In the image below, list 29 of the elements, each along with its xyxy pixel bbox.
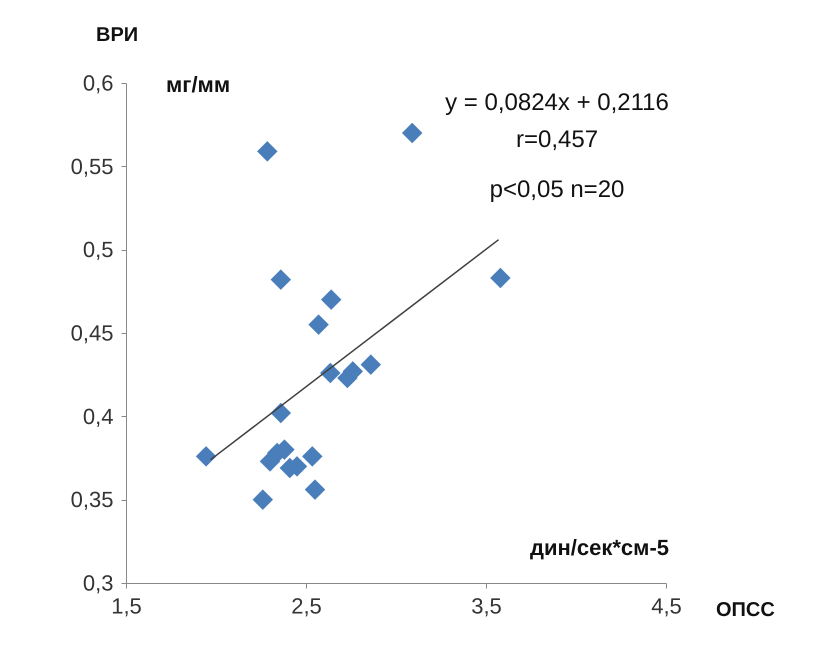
- y-tick-label: 0,45: [70, 320, 114, 346]
- point: [270, 269, 292, 290]
- x-tick-label: 1,5: [111, 594, 142, 618]
- annotation: y = 0,0824x + 0,2116: [445, 89, 669, 116]
- point: [304, 479, 326, 500]
- y-tick-label: 0,4: [82, 404, 114, 429]
- y-tick-label: 0,55: [70, 154, 114, 179]
- point: [402, 122, 422, 144]
- x-tick-label: 4,5: [651, 594, 682, 618]
- x-tick-label: 2,5: [291, 594, 322, 618]
- y-tick-label: 0,5: [82, 237, 114, 262]
- y-tick-label: 0,6: [82, 70, 114, 96]
- point: [196, 446, 216, 467]
- point: [257, 141, 278, 162]
- point: [308, 314, 329, 335]
- x-tick-label: 3,5: [471, 594, 502, 618]
- y-tick-label: 0,3: [82, 570, 114, 596]
- annotation: дин/сек*см-5: [530, 535, 670, 560]
- point: [490, 268, 511, 288]
- y-tick-label: 0,35: [70, 487, 114, 512]
- point: [360, 354, 382, 375]
- annotation: p<0,05 n=20: [490, 176, 624, 203]
- x-axis-title: ОПСС: [716, 599, 775, 621]
- annotation: мг/мм: [166, 72, 230, 97]
- point: [320, 289, 342, 310]
- point: [252, 489, 274, 510]
- point: [302, 446, 323, 467]
- annotation: r=0,457: [516, 126, 598, 153]
- y-axis-title: ВРИ: [96, 24, 138, 46]
